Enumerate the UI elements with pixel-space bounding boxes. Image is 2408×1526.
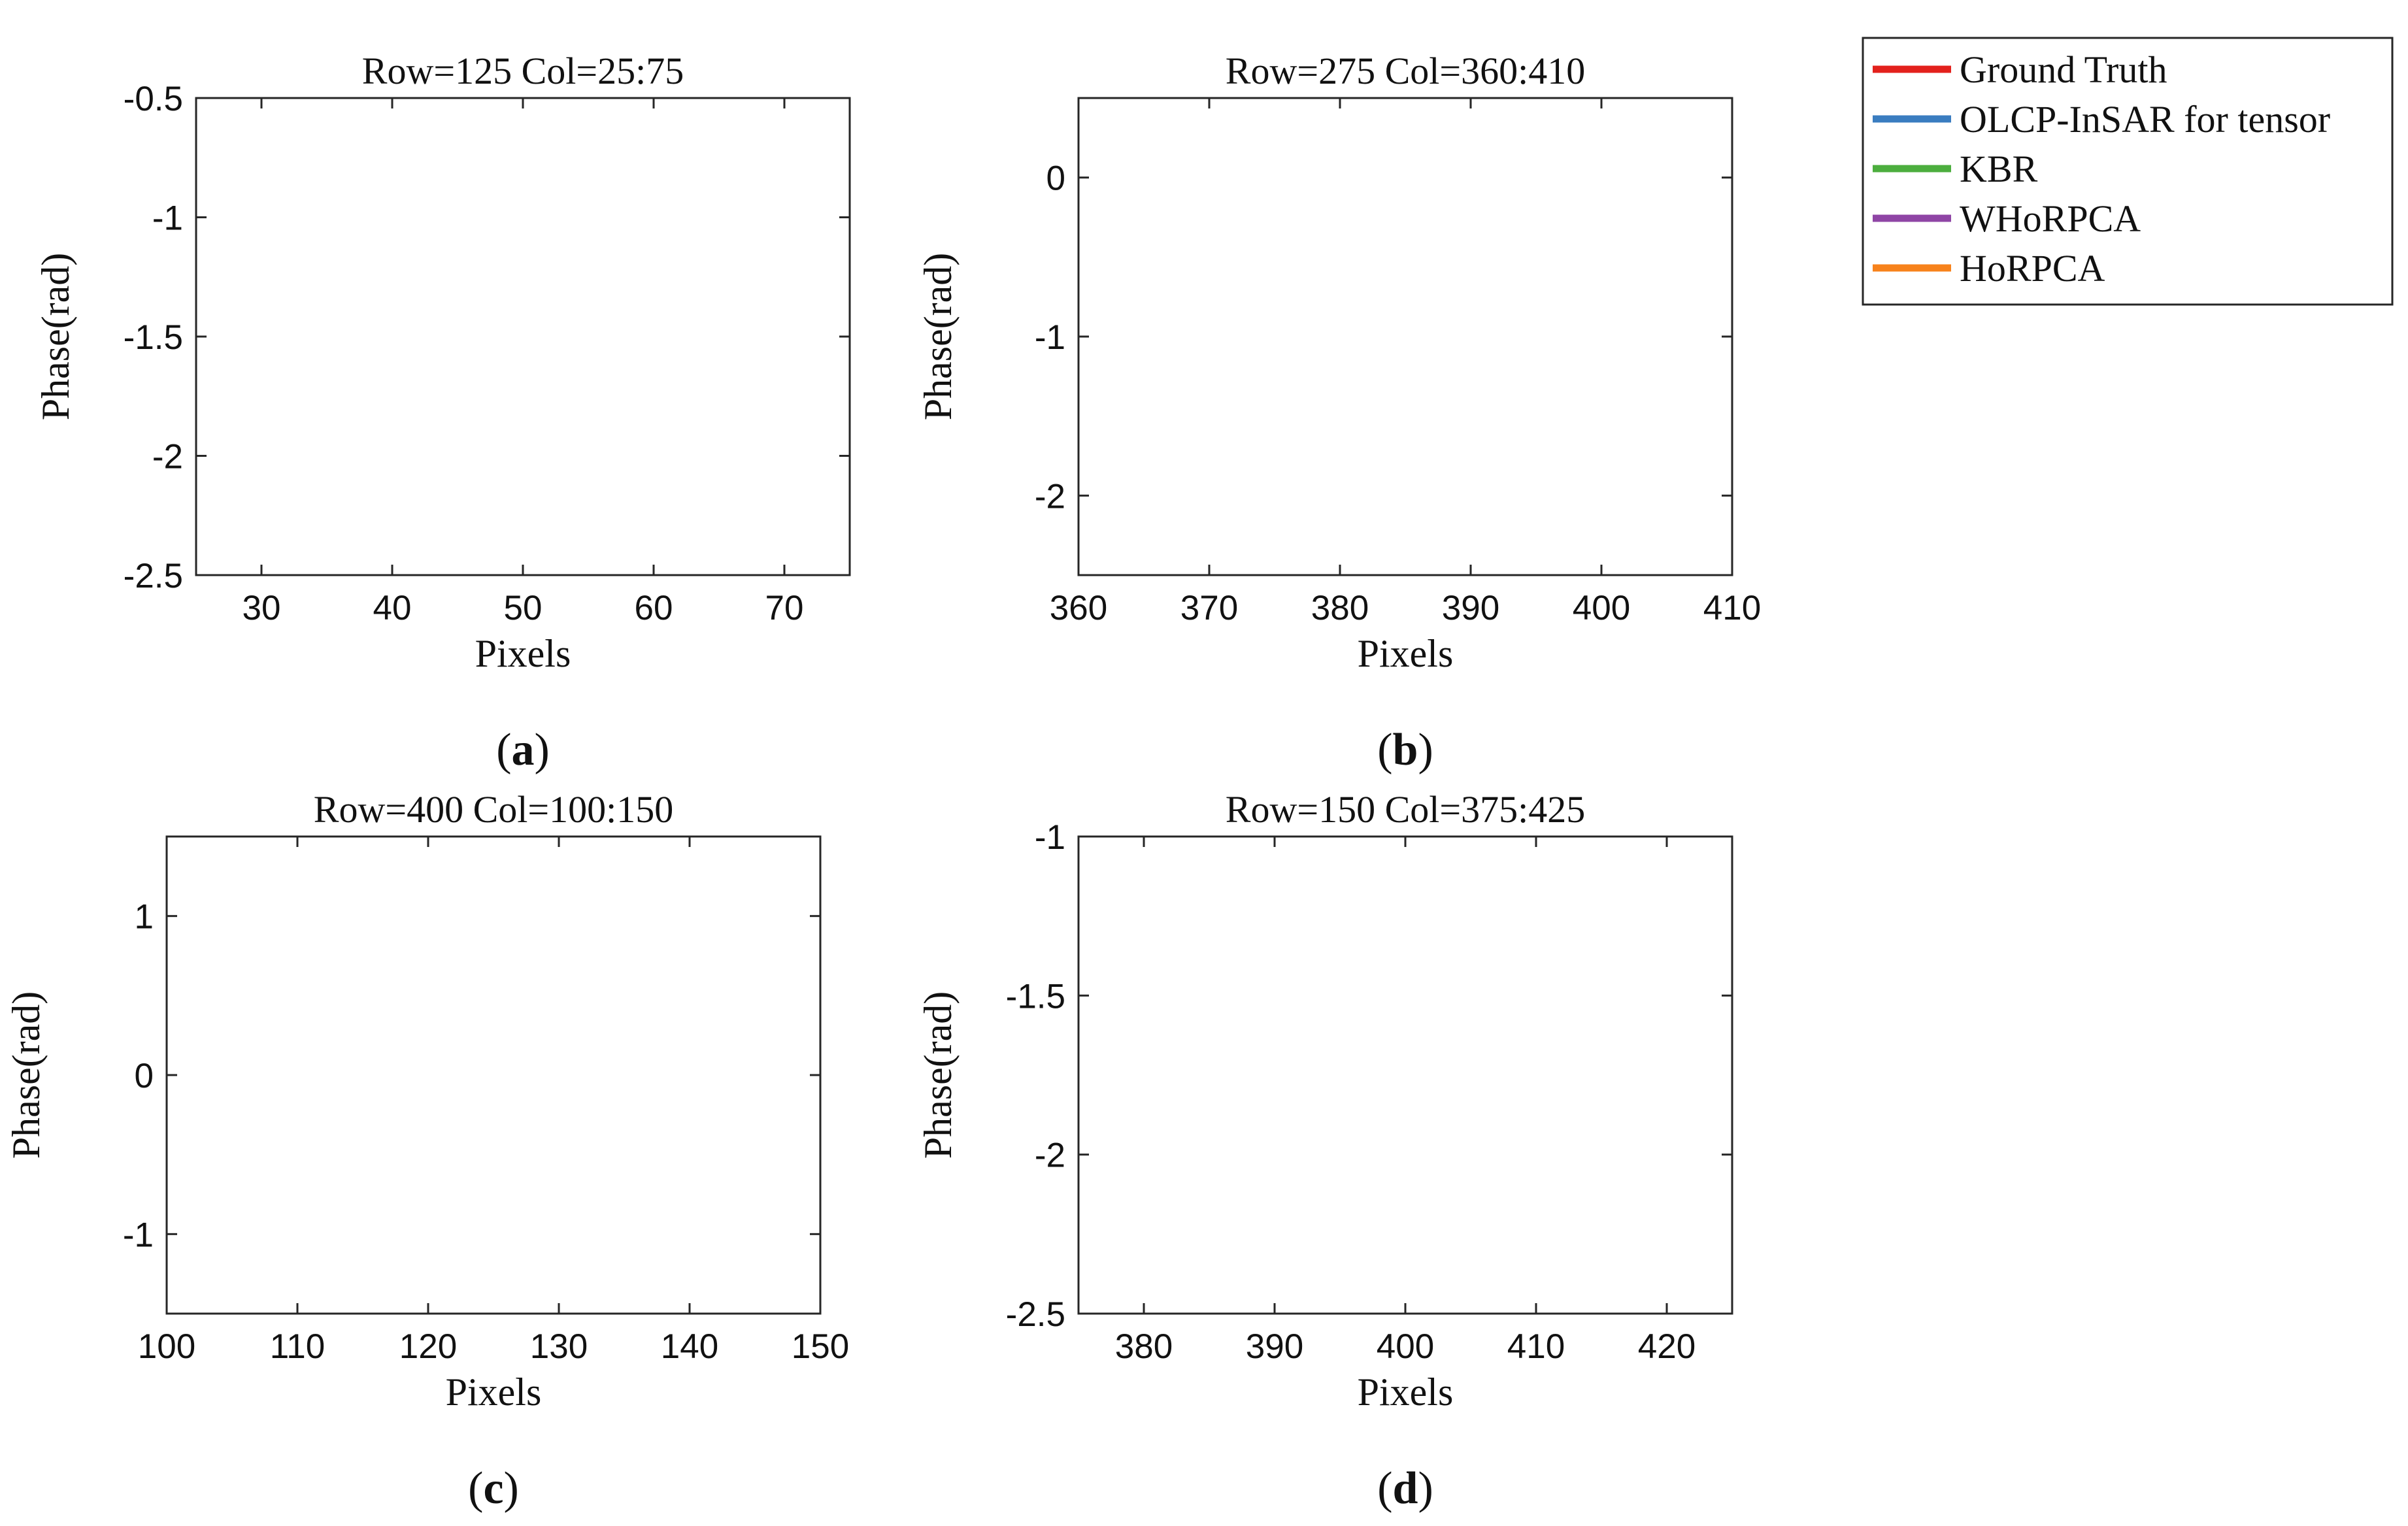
subplot-title: Row=150 Col=375:425 — [1226, 788, 1585, 831]
axes-frame — [195, 97, 851, 576]
x-tick-label: 390 — [1442, 589, 1499, 627]
subplot-title: Row=400 Col=100:150 — [314, 788, 673, 831]
x-tick-label: 60 — [635, 589, 673, 627]
x-tick-label: 50 — [504, 589, 543, 627]
subplot-caption: (b) — [1377, 725, 1433, 775]
legend-label: KBR — [1960, 148, 2038, 190]
x-tick-label: 380 — [1115, 1327, 1173, 1366]
subplot-caption-letter: d — [1393, 1463, 1418, 1514]
subplot-b: 360 370 380 390 400 410 -2 -1 0 Row=275 Col=360:4… — [916, 50, 1761, 775]
subplot-caption-letter: b — [1393, 725, 1418, 775]
axes-frame — [1077, 835, 1733, 1315]
x-tick-label: 100 — [138, 1327, 195, 1366]
x-axis-label: Pixels — [1358, 1370, 1454, 1414]
y-tick-label: -2.5 — [1006, 1295, 1065, 1334]
y-tick-label: 0 — [135, 1057, 154, 1095]
legend: Ground Truth OLCP-InSAR for tensor KBR WHoR… — [1862, 37, 2394, 306]
y-tick-label: -1 — [1035, 318, 1065, 357]
subplot-c: 100 110 120 130 140 150 -1 0 1 Row=400 Col=100:15… — [5, 788, 849, 1514]
subplot-title: Row=125 Col=25:75 — [362, 50, 684, 92]
x-tick-label: 140 — [661, 1327, 718, 1366]
y-tick-label: -1 — [1035, 818, 1065, 857]
x-axis-label: Pixels — [1358, 632, 1454, 675]
x-tick-label: 30 — [242, 589, 281, 627]
x-tick-label: 380 — [1311, 589, 1369, 627]
x-tick-label: 40 — [373, 589, 412, 627]
y-axis-label: Phase(rad) — [5, 991, 48, 1159]
y-tick-label: -2 — [152, 438, 183, 476]
subplot-caption-letter: c — [483, 1463, 503, 1514]
x-tick-label: 110 — [270, 1327, 326, 1366]
y-tick-label: -0.5 — [124, 80, 183, 118]
axes-frame — [1077, 97, 1733, 576]
subplot-caption: (c) — [468, 1463, 519, 1514]
x-tick-label: 360 — [1050, 589, 1107, 627]
y-tick-label: 1 — [135, 898, 154, 937]
x-tick-label: 400 — [1377, 1327, 1434, 1366]
x-tick-label: 410 — [1703, 589, 1761, 627]
x-tick-label: 370 — [1180, 589, 1238, 627]
x-tick-label: 410 — [1507, 1327, 1565, 1366]
legend-label: OLCP-InSAR for tensor — [1960, 98, 2330, 141]
subplot-caption-letter: a — [512, 725, 535, 775]
x-tick-label: 150 — [792, 1327, 849, 1366]
y-tick-label: -2 — [1035, 1136, 1065, 1175]
x-axis-label: Pixels — [475, 632, 571, 675]
axes-frame — [165, 835, 822, 1315]
y-tick-label: 0 — [1046, 159, 1065, 198]
y-axis-label: Phase(rad) — [916, 991, 960, 1159]
x-tick-label: 130 — [530, 1327, 588, 1366]
y-tick-label: -1.5 — [124, 318, 183, 357]
subplot-d: 380 390 400 410 420 -2.5 -2 -1.5 -1 Row=150 Col=3… — [916, 788, 1733, 1514]
x-tick-label: 120 — [399, 1327, 457, 1366]
x-tick-label: 400 — [1573, 589, 1630, 627]
subplot-title: Row=275 Col=360:410 — [1226, 50, 1585, 92]
y-tick-label: -1.5 — [1006, 977, 1065, 1016]
y-tick-label: -2.5 — [124, 557, 183, 595]
subplots-layer: 30 40 50 60 70 -2.5 -2 -1.5 -1 -0.5 Row=125 Col=25… — [5, 50, 1761, 1514]
x-tick-label: 420 — [1638, 1327, 1696, 1366]
y-tick-label: -1 — [123, 1216, 154, 1254]
x-tick-label: 390 — [1246, 1327, 1303, 1366]
y-tick-label: -1 — [152, 199, 183, 238]
x-tick-label: 70 — [765, 589, 804, 627]
subplot-a: 30 40 50 60 70 -2.5 -2 -1.5 -1 -0.5 Row=125 Col=25… — [34, 50, 851, 775]
legend-label: Ground Truth — [1960, 48, 2167, 91]
x-axis-label: Pixels — [446, 1370, 542, 1414]
y-tick-label: -2 — [1035, 477, 1065, 516]
y-axis-label: Phase(rad) — [34, 253, 77, 421]
legend-label: WHoRPCA — [1960, 197, 2141, 240]
legend-label: HoRPCA — [1960, 247, 2105, 290]
subplot-caption: (a) — [496, 725, 550, 775]
subplot-caption: (d) — [1377, 1463, 1433, 1514]
y-axis-label: Phase(rad) — [916, 253, 960, 421]
